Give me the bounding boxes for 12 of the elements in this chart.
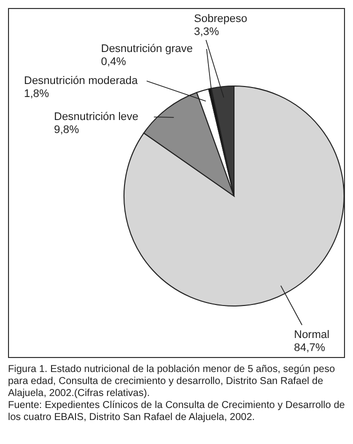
slice-label: Normal	[294, 329, 330, 341]
data-label: 3,3%	[194, 26, 220, 38]
source-note: Fuente: Expedientes Clínicos de la Consulta de Crecimiento y Desarrollo de los cuatro EBAIS, Distrito San Rafael de Alajuela, 2002.	[8, 400, 345, 424]
text: Figura 1. Estado nutricional de la población menor de 5 años, según peso para edad, Consulta de crecimiento y desarrollo, Distrito San Rafael de Alajuela, 2002.(Cifras relativas).	[8, 364, 336, 400]
slice-label: Desnutrición moderada	[24, 75, 139, 87]
data-label: 0,4%	[101, 56, 126, 68]
data-label: 9,8%	[54, 124, 80, 136]
data-label: 1,8%	[24, 88, 50, 100]
slice-label: Desnutrición grave	[101, 43, 193, 55]
slice-label: Sobrepeso	[194, 13, 248, 25]
data-label: 84,7%	[294, 342, 326, 354]
legend-label: Desnutrición leve	[54, 111, 138, 123]
